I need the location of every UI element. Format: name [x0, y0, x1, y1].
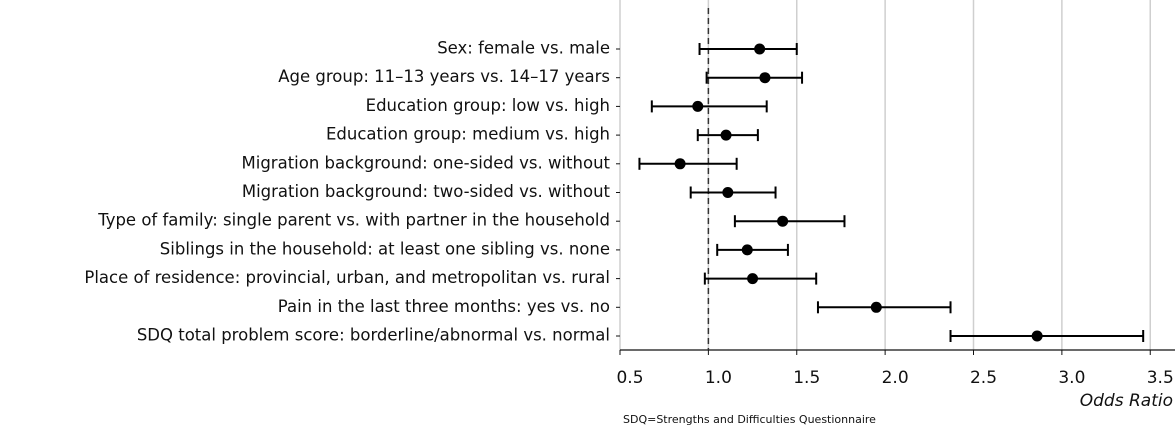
- point: [720, 129, 732, 141]
- x-axis-label: Odds Ratio: [1080, 391, 1173, 411]
- point: [759, 72, 771, 84]
- y-tick-label: Education group: medium vs. high: [326, 125, 610, 144]
- y-tick-label: Age group: 11–13 years vs. 14–17 years: [278, 67, 610, 86]
- x-tick-label: 3.5: [1147, 368, 1174, 388]
- point: [692, 100, 704, 112]
- y-tick-label: Sex: female vs. male: [437, 39, 610, 58]
- x-tick-label: 0.5: [616, 368, 643, 388]
- point: [747, 273, 759, 285]
- y-tick-label: SDQ total problem score: borderline/abno…: [137, 326, 610, 345]
- y-tick-label: Education group: low vs. high: [366, 96, 610, 115]
- point: [777, 215, 789, 227]
- x-tick-label: 2.0: [882, 368, 909, 388]
- y-tick-label: Pain in the last three months: yes vs. n…: [278, 297, 610, 316]
- y-tick-label: Migration background: one-sided vs. with…: [242, 153, 611, 172]
- x-tick-label: 2.5: [970, 368, 997, 388]
- y-tick-label: Migration background: two-sided vs. with…: [242, 182, 611, 201]
- x-tick-label: 1.5: [793, 368, 820, 388]
- point: [741, 244, 753, 256]
- y-tick-label: Type of family: single parent vs. with p…: [97, 211, 610, 230]
- y-tick-label: Place of residence: provincial, urban, a…: [84, 268, 610, 287]
- footnote: SDQ=Strengths and Difficulties Questionn…: [623, 413, 876, 426]
- point: [1031, 330, 1043, 342]
- point: [722, 187, 734, 198]
- x-tick-label: 3.0: [1058, 368, 1085, 388]
- point: [870, 301, 882, 313]
- x-tick-label: 1.0: [705, 368, 732, 388]
- point: [754, 43, 766, 55]
- point: [674, 158, 686, 170]
- y-tick-label: Siblings in the household: at least one …: [160, 239, 610, 258]
